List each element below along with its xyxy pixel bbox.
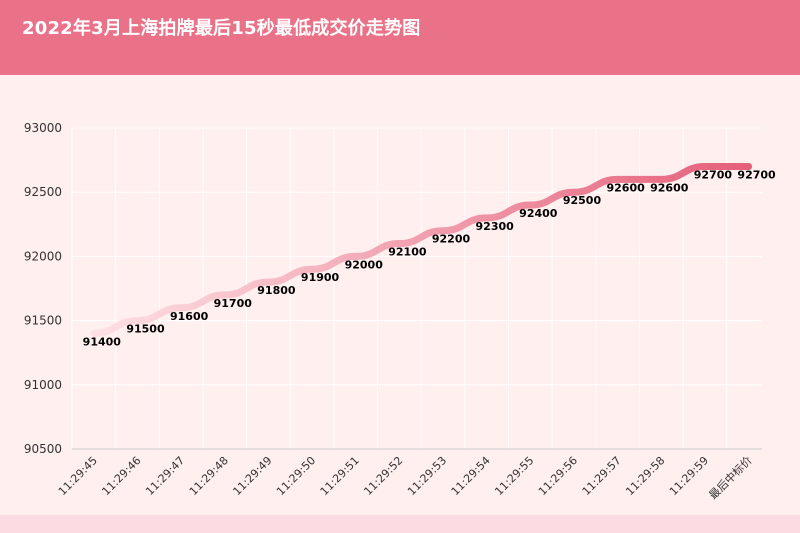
x-tick-label: 11:29:57 [580, 454, 624, 498]
data-label: 92000 [345, 258, 384, 271]
x-tick-label: 11:29:47 [143, 454, 187, 498]
y-tick-label: 92500 [24, 185, 62, 199]
y-tick-label: 91000 [24, 378, 62, 392]
chart-title: 2022年3月上海拍牌最后15秒最低成交价走势图 [22, 18, 421, 39]
x-tick-label: 11:29:56 [536, 454, 580, 498]
data-label: 92400 [519, 207, 558, 220]
data-label: 92300 [476, 220, 515, 233]
y-tick-label: 91500 [24, 314, 62, 328]
x-tick-label: 11:29:58 [623, 454, 667, 498]
footer-band [0, 515, 800, 533]
x-tick-label: 11:29:53 [405, 454, 449, 498]
x-tick-label: 11:29:54 [449, 454, 493, 498]
x-tick-label: 11:29:59 [667, 454, 711, 498]
data-label: 91600 [170, 310, 209, 323]
y-tick-label: 93000 [24, 121, 62, 135]
x-tick-label: 11:29:49 [230, 454, 274, 498]
data-label: 92200 [432, 233, 471, 246]
x-tick-label: 11:29:45 [56, 454, 100, 498]
y-tick-label: 90500 [24, 442, 62, 456]
data-label: 92700 [694, 169, 733, 182]
x-tick-label: 11:29:55 [492, 454, 536, 498]
data-label: 91500 [126, 323, 165, 336]
data-label: 91800 [257, 284, 296, 297]
series-line [90, 163, 753, 337]
x-tick-label: 最后中标价 [706, 453, 755, 502]
data-label: 92700 [737, 169, 776, 182]
data-label: 91400 [83, 335, 122, 348]
x-tick-label: 11:29:46 [99, 454, 143, 498]
x-tick-label: 11:29:52 [361, 454, 405, 498]
x-tick-label: 11:29:50 [274, 454, 318, 498]
x-tick-label: 11:29:51 [318, 454, 362, 498]
x-tick-label: 11:29:48 [187, 454, 231, 498]
data-label: 92100 [388, 246, 427, 259]
y-tick-label: 92000 [24, 249, 62, 263]
data-label: 91700 [214, 297, 253, 310]
chart-area [0, 75, 800, 515]
header-bar: 2022年3月上海拍牌最后15秒最低成交价走势图 [0, 0, 800, 75]
data-label: 92500 [563, 194, 602, 207]
data-label: 92600 [606, 181, 645, 194]
data-label: 91900 [301, 271, 340, 284]
data-label: 92600 [650, 181, 689, 194]
